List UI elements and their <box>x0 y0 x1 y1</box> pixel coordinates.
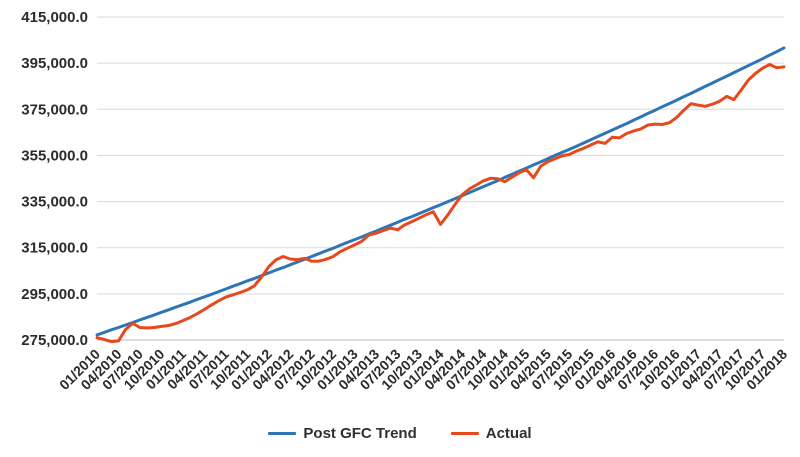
trend-line-swatch <box>268 432 297 435</box>
y-axis-tick-label: 355,000.0 <box>21 147 88 164</box>
y-axis-tick-label: 415,000.0 <box>21 9 88 26</box>
chart-legend: Post GFC Trend Actual <box>0 425 800 442</box>
y-axis-tick-label: 335,000.0 <box>21 194 88 211</box>
legend-item-post-gfc-trend: Post GFC Trend <box>268 425 417 442</box>
y-axis-tick-label: 275,000.0 <box>21 332 88 349</box>
legend-item-actual: Actual <box>450 425 532 442</box>
legend-label-trend: Post GFC Trend <box>303 425 417 442</box>
y-axis-tick-label: 395,000.0 <box>21 55 88 72</box>
actual-line-series <box>95 63 786 344</box>
trend-line-series <box>95 46 786 337</box>
y-axis-tick-label: 375,000.0 <box>21 101 88 118</box>
legend-label-actual: Actual <box>485 425 532 442</box>
y-axis-tick-label: 315,000.0 <box>21 240 88 257</box>
y-axis-tick-label: 295,000.0 <box>21 286 88 303</box>
actual-line-swatch <box>450 432 479 435</box>
